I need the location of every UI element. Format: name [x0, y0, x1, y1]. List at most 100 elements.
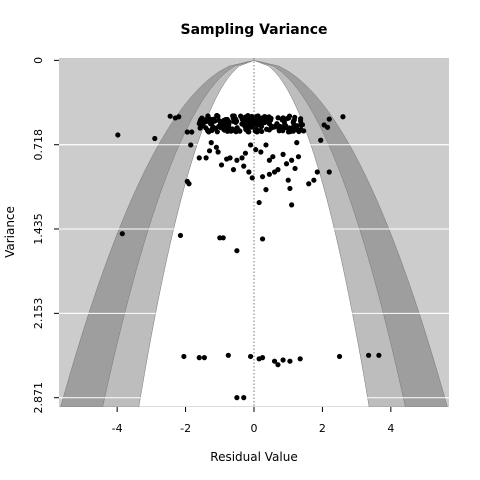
x-tick-label-3: 2: [319, 422, 326, 435]
x-tick-label-4: 4: [387, 422, 394, 435]
point-73: [287, 358, 293, 364]
point-11: [188, 142, 194, 148]
point-21: [230, 167, 237, 173]
cluster-point-163: [245, 113, 251, 119]
point-29: [258, 149, 264, 155]
point-41: [306, 181, 312, 187]
cluster-point-185: [212, 118, 218, 124]
point-1: [119, 231, 125, 237]
cluster-point-192: [245, 117, 252, 123]
cluster-point-153: [233, 129, 239, 135]
point-3: [167, 113, 173, 119]
cluster-point-198: [279, 124, 285, 130]
point-16: [213, 144, 219, 150]
point-13: [203, 155, 209, 161]
point-52: [266, 171, 272, 177]
point-44: [326, 116, 332, 122]
point-28: [253, 147, 259, 153]
y-tick-label-4: 2.871: [32, 382, 45, 414]
cluster-point-35: [275, 115, 281, 121]
cluster-point-177: [268, 124, 275, 130]
cluster-point-182: [252, 128, 258, 134]
point-24: [242, 150, 249, 156]
point-22: [234, 157, 240, 163]
point-39: [294, 140, 300, 146]
point-15: [208, 140, 214, 146]
cluster-point-191: [234, 125, 240, 131]
point-31: [266, 157, 272, 163]
point-72: [280, 357, 286, 363]
cluster-point-151: [222, 116, 229, 123]
point-17: [215, 149, 221, 155]
point-47: [324, 124, 331, 130]
cluster-point-115: [203, 125, 209, 131]
y-tick-label-3: 2.153: [32, 298, 45, 330]
point-63: [181, 353, 187, 360]
cluster-point-147: [276, 128, 282, 134]
point-54: [285, 177, 291, 183]
point-74: [297, 356, 303, 362]
cluster-point-169: [285, 129, 292, 135]
cluster-point-168: [214, 113, 220, 119]
point-53: [271, 169, 278, 175]
point-30: [263, 142, 269, 148]
cluster-point-119: [238, 113, 244, 119]
point-23: [239, 155, 245, 161]
point-79: [241, 395, 247, 401]
cluster-point-121: [286, 113, 293, 119]
cluster-point-194: [261, 120, 268, 126]
point-76: [366, 352, 372, 358]
cluster-point-139: [232, 118, 238, 124]
point-78: [234, 395, 240, 401]
point-32: [270, 154, 276, 160]
point-36: [289, 157, 295, 163]
point-10: [177, 232, 184, 239]
point-12: [196, 155, 202, 161]
point-50: [256, 199, 262, 206]
point-67: [247, 353, 254, 360]
cluster-point-171: [257, 128, 263, 134]
point-34: [280, 151, 286, 157]
cluster-point-178: [198, 117, 204, 123]
y-axis-label: Variance: [3, 206, 17, 258]
cluster-point-176: [259, 115, 266, 121]
cluster-point-189: [245, 121, 251, 127]
x-tick-label-0: -4: [112, 422, 123, 435]
x-tick-label-1: -2: [180, 422, 191, 435]
point-70: [271, 358, 278, 364]
axes-layer: -4 -2 0 2 4 0 0.718 1.435 2.153 2.871: [32, 57, 394, 435]
cluster-point-158: [222, 121, 228, 127]
cluster-point-99: [268, 115, 274, 121]
point-14: [206, 148, 213, 154]
cluster-point-89: [264, 126, 270, 132]
point-65: [201, 355, 207, 361]
point-6: [184, 129, 190, 135]
point-75: [336, 353, 343, 360]
point-35: [283, 161, 290, 167]
point-71: [275, 362, 281, 368]
x-tick-label-2: 0: [251, 422, 258, 435]
point-55: [289, 202, 295, 208]
point-9: [186, 181, 192, 187]
point-64: [196, 355, 202, 361]
point-37: [292, 165, 298, 172]
point-62: [259, 236, 266, 242]
cluster-point-199: [218, 124, 224, 131]
cluster-point-124: [274, 121, 280, 127]
point-42: [311, 177, 317, 183]
cluster-point-193: [279, 117, 285, 123]
y-tick-label-1: 0.718: [32, 129, 45, 161]
chart-title: Sampling Variance: [180, 22, 327, 38]
cluster-point-138: [298, 123, 304, 129]
plot-area: [59, 58, 449, 407]
cluster-point-160: [258, 123, 265, 130]
cluster-point-167: [298, 127, 304, 133]
point-57: [249, 175, 255, 181]
point-25: [247, 142, 254, 148]
point-48: [326, 169, 332, 175]
cluster-point-117: [292, 114, 298, 120]
point-51: [263, 187, 269, 193]
point-18: [218, 162, 225, 168]
point-27: [246, 169, 252, 175]
